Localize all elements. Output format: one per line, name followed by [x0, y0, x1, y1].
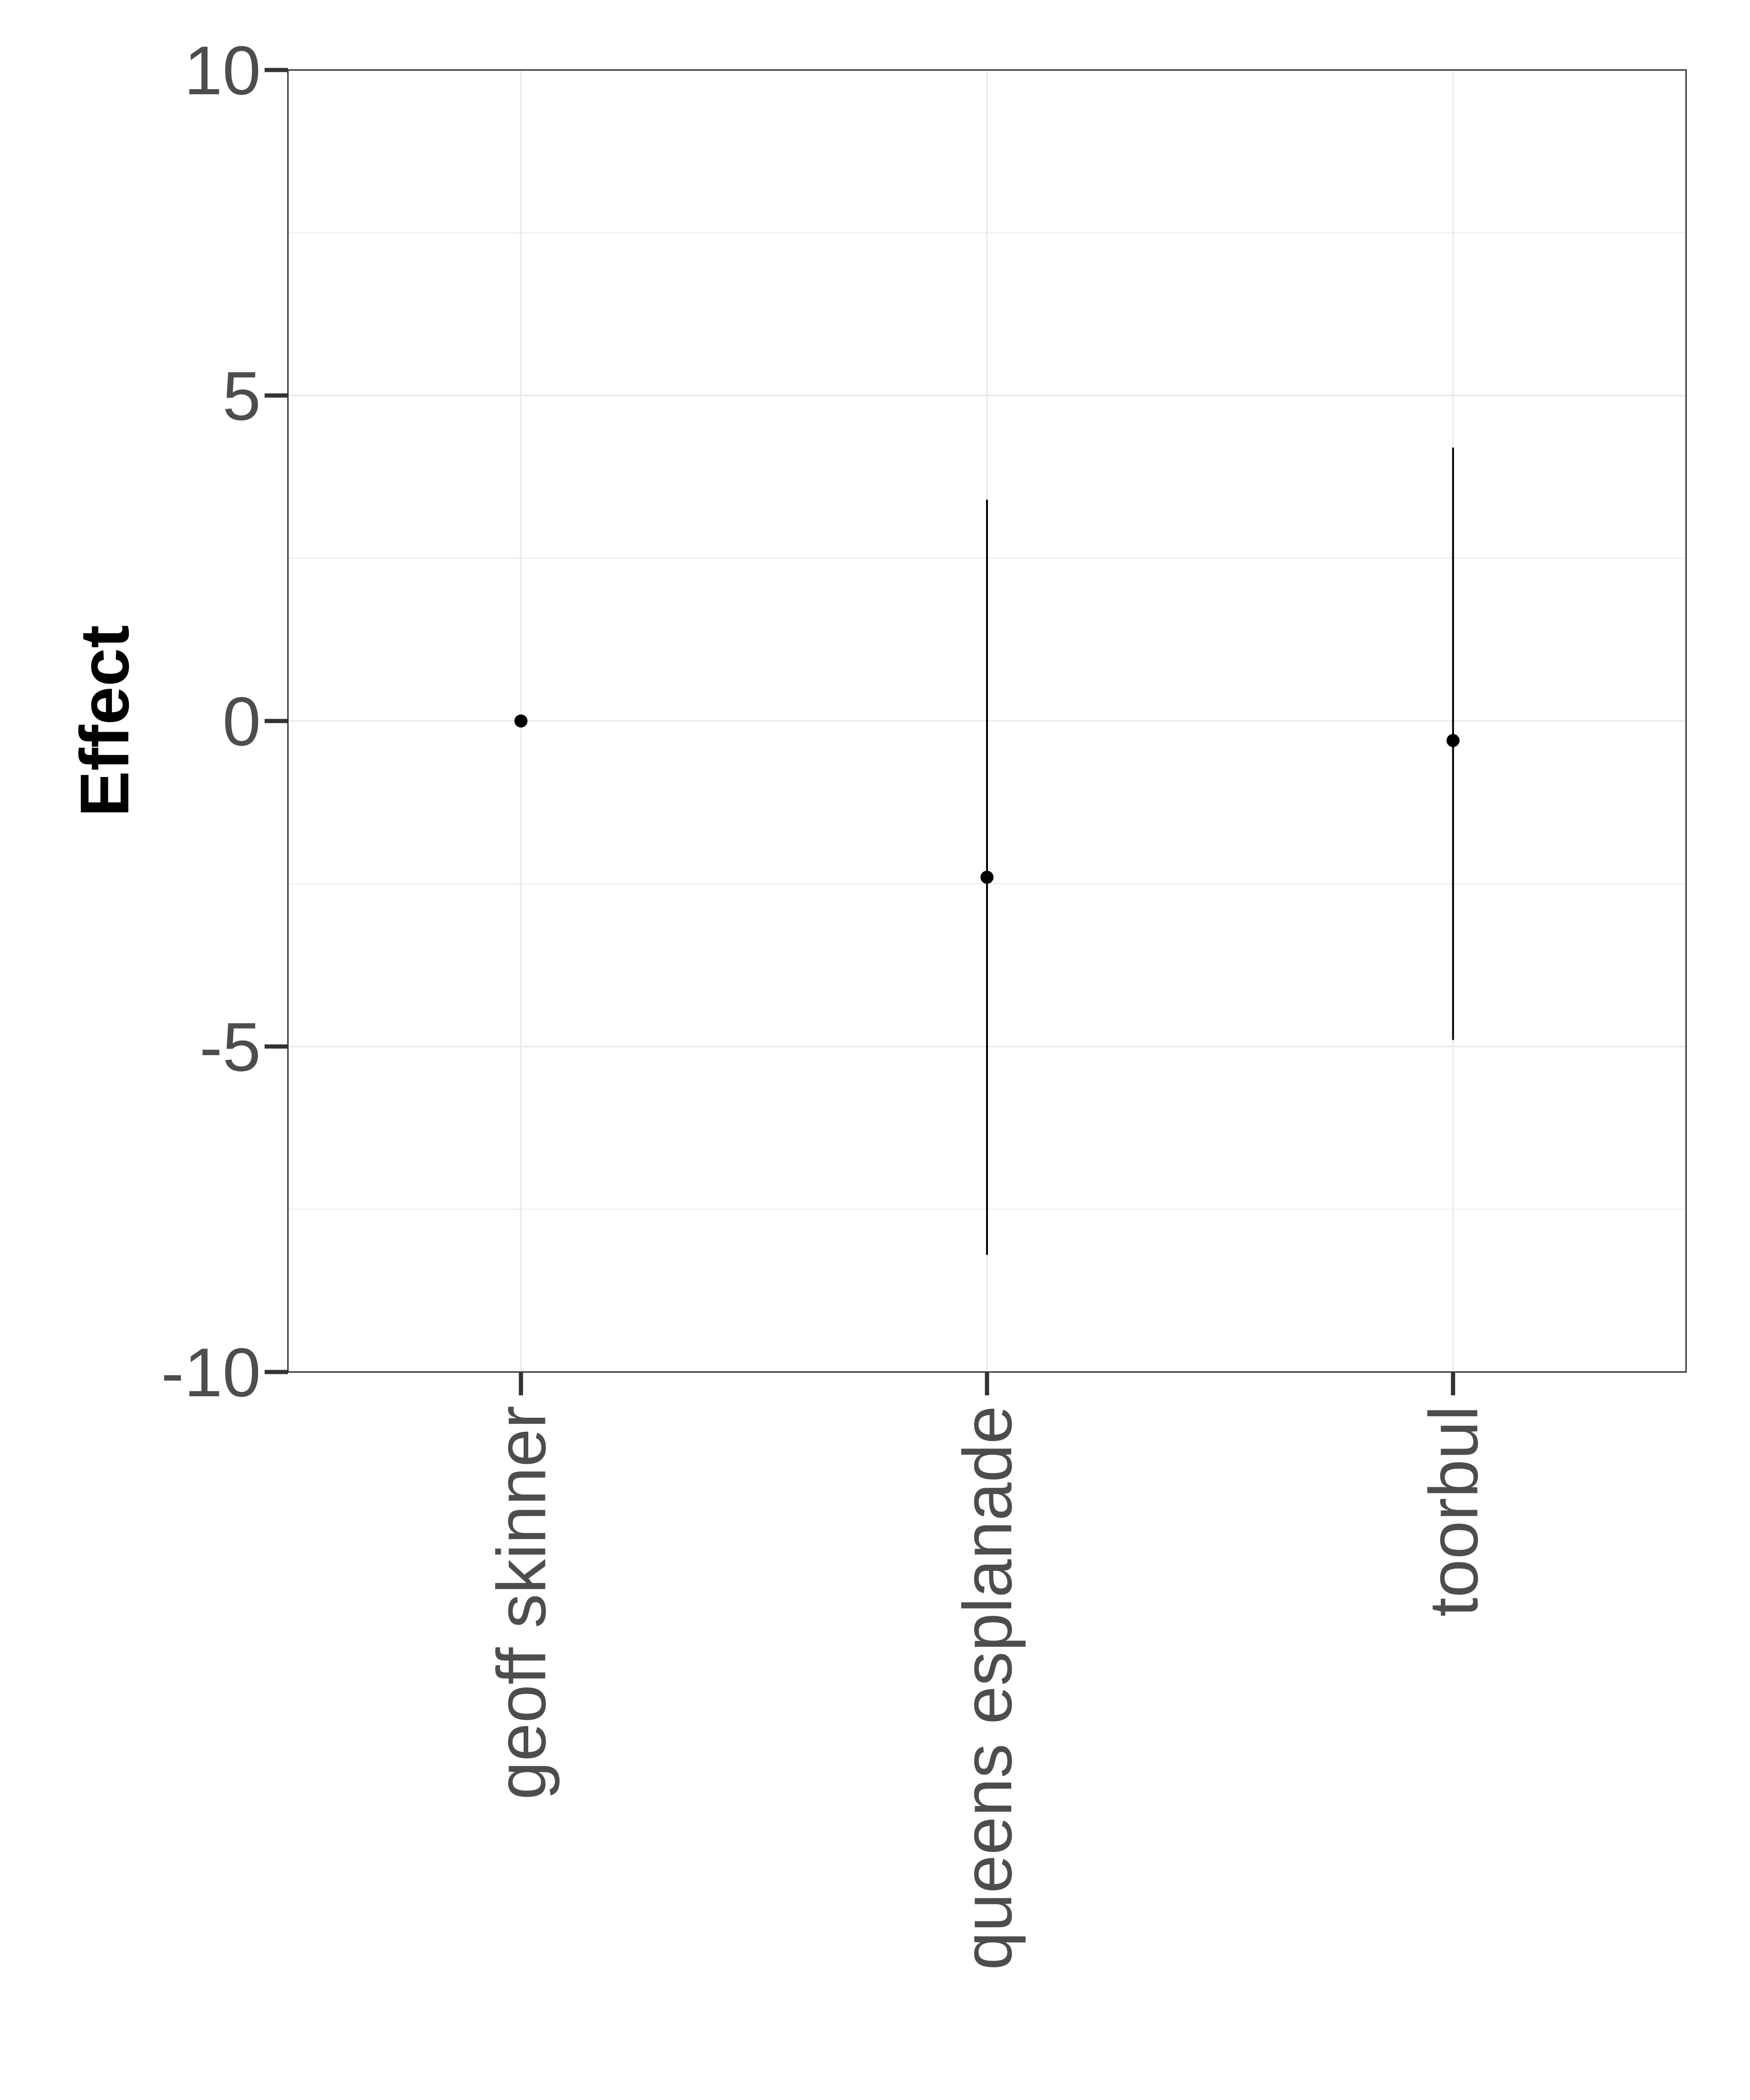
- x-tick-label: geoff skinner: [483, 1406, 560, 1800]
- points: [514, 714, 1460, 884]
- data-point: [980, 870, 994, 884]
- x-tick-label: queens esplanade: [949, 1406, 1026, 1970]
- y-tick-label: 5: [223, 358, 261, 435]
- y-tick-label: 0: [223, 683, 261, 760]
- x-axis: geoff skinner queens esplanade toorbul: [483, 1372, 1492, 1970]
- y-tick-label: -10: [161, 1334, 261, 1411]
- y-axis-title: Effect: [66, 625, 143, 817]
- data-point: [1446, 734, 1460, 747]
- y-tick-label: 10: [184, 32, 261, 109]
- y-tick-label: -5: [199, 1009, 261, 1086]
- y-axis: -10 -5 0 5 10: [161, 32, 288, 1411]
- x-tick-label: toorbul: [1415, 1406, 1492, 1617]
- data-point: [514, 714, 528, 728]
- errorbars: [986, 448, 1454, 1255]
